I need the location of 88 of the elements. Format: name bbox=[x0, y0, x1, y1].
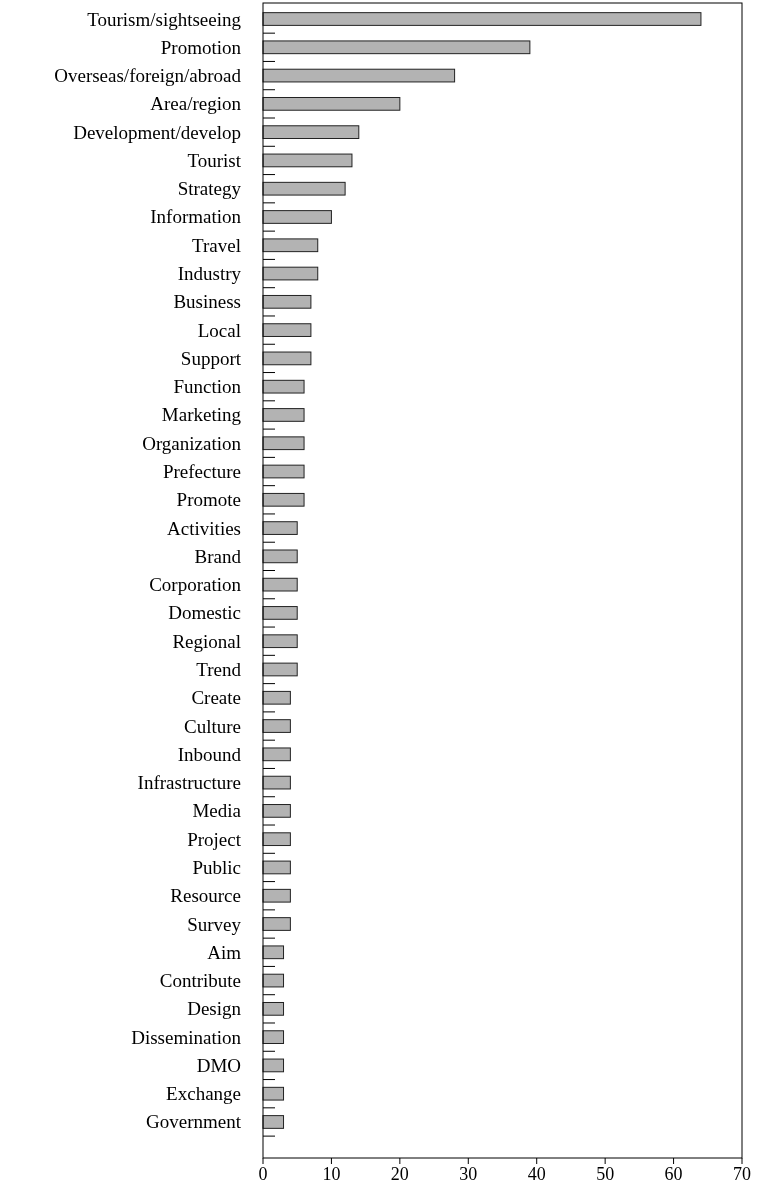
y-tick-label: Brand bbox=[194, 545, 242, 567]
bar bbox=[262, 408, 305, 422]
x-tick-label: 60 bbox=[664, 1164, 683, 1184]
x-tick-label: 70 bbox=[733, 1164, 751, 1184]
bar bbox=[262, 238, 319, 253]
y-tick-label: Trend bbox=[196, 658, 242, 680]
y-tick-label: Project bbox=[187, 828, 242, 850]
y-tick-label: Exchange bbox=[166, 1083, 241, 1105]
y-tick-label: Area/region bbox=[150, 93, 242, 115]
bar bbox=[262, 775, 291, 790]
y-tick-label: Local bbox=[197, 319, 241, 341]
y-tick-label: Business bbox=[173, 291, 241, 313]
y-tick-label: Survey bbox=[187, 913, 242, 935]
x-tick-label: 50 bbox=[596, 1164, 615, 1184]
bar bbox=[262, 945, 285, 960]
bar bbox=[262, 1030, 285, 1044]
y-tick-label: Prefecture bbox=[162, 461, 241, 483]
bar bbox=[262, 12, 702, 26]
y-tick-label: Infrastructure bbox=[137, 772, 241, 794]
y-tick-label: Travel bbox=[192, 234, 241, 256]
bar bbox=[262, 153, 353, 168]
bar bbox=[262, 125, 360, 140]
y-tick-label: Regional bbox=[172, 630, 241, 652]
y-tick-label: Tourism/sightseeing bbox=[87, 8, 242, 30]
bar bbox=[262, 860, 291, 875]
y-tick-label: Design bbox=[187, 998, 242, 1020]
y-tick-label: Organization bbox=[142, 432, 242, 454]
x-tick-label: 0 bbox=[258, 1164, 268, 1184]
y-tick-label: Corporation bbox=[149, 574, 242, 596]
bar bbox=[262, 662, 298, 677]
bar bbox=[262, 888, 291, 903]
bar bbox=[262, 181, 346, 196]
bar bbox=[262, 492, 305, 507]
bar bbox=[262, 606, 298, 620]
bar bbox=[262, 379, 305, 394]
bar bbox=[262, 747, 291, 762]
bar bbox=[262, 97, 401, 111]
y-tick-label: Tourist bbox=[187, 149, 242, 171]
bar bbox=[262, 1115, 285, 1129]
bar bbox=[262, 832, 291, 847]
bar bbox=[262, 690, 291, 705]
y-tick-label: Media bbox=[192, 800, 242, 822]
y-tick-label: Information bbox=[150, 206, 242, 228]
bar bbox=[262, 464, 305, 479]
y-tick-label: Strategy bbox=[177, 178, 242, 200]
y-tick-label: Public bbox=[192, 856, 241, 878]
y-tick-label: Support bbox=[180, 347, 242, 369]
y-tick-label: Resource bbox=[170, 885, 241, 907]
bar bbox=[262, 719, 291, 733]
y-tick-label: Development/develop bbox=[73, 121, 241, 143]
y-tick-label: Industry bbox=[177, 263, 242, 285]
y-tick-label: Overseas/foreign/abroad bbox=[54, 65, 242, 87]
bar bbox=[262, 973, 285, 988]
x-tick-label: 20 bbox=[390, 1164, 409, 1184]
bar bbox=[262, 917, 291, 931]
y-tick-label: Marketing bbox=[161, 404, 242, 426]
bar bbox=[262, 1001, 285, 1016]
bar bbox=[262, 634, 298, 649]
y-tick-label: Domestic bbox=[168, 602, 241, 624]
y-tick-label: Contribute bbox=[159, 970, 241, 992]
y-tick-label: Dissemination bbox=[131, 1026, 242, 1048]
y-tick-label: Inbound bbox=[177, 743, 242, 765]
bar bbox=[262, 351, 312, 366]
bar bbox=[262, 68, 456, 83]
bar bbox=[262, 294, 312, 309]
y-tick-label: Government bbox=[146, 1111, 242, 1133]
x-tick-label: 10 bbox=[322, 1164, 341, 1184]
bar bbox=[262, 436, 305, 451]
bar bbox=[262, 521, 298, 535]
bar bbox=[262, 40, 531, 55]
y-tick-label: DMO bbox=[196, 1054, 241, 1076]
y-tick-label: Aim bbox=[207, 941, 242, 963]
bar bbox=[262, 323, 312, 337]
y-tick-label: Promote bbox=[176, 489, 241, 511]
y-tick-label: Function bbox=[173, 376, 242, 398]
bar bbox=[262, 1086, 285, 1101]
x-tick-label: 40 bbox=[527, 1164, 546, 1184]
bar bbox=[262, 210, 332, 224]
y-tick-label: Create bbox=[191, 687, 241, 709]
bar bbox=[262, 804, 291, 818]
x-tick-label: 30 bbox=[459, 1164, 478, 1184]
y-tick-label: Culture bbox=[184, 715, 241, 737]
bar bbox=[262, 549, 298, 564]
y-tick-label: Promotion bbox=[160, 36, 242, 58]
bar bbox=[262, 266, 319, 281]
y-tick-label: Activities bbox=[167, 517, 241, 539]
bar bbox=[262, 577, 298, 592]
bar bbox=[262, 1058, 285, 1073]
